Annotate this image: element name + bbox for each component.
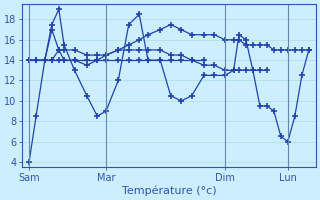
X-axis label: Température (°c): Température (°c) — [122, 185, 216, 196]
